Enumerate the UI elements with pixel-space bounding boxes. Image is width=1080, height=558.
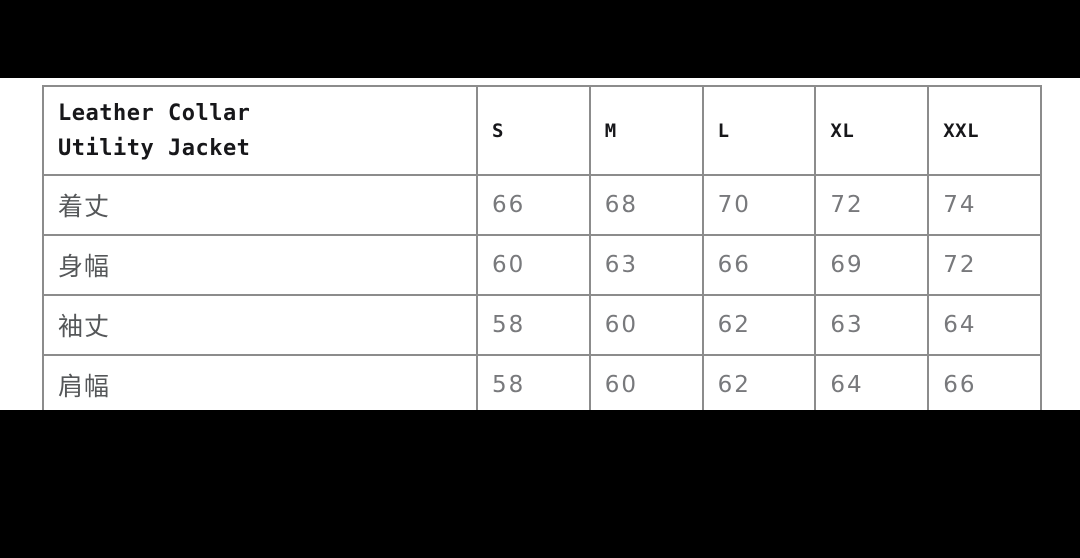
cell-length-m: 68	[588, 174, 704, 236]
table-row: 身幅 60 63 66 69 72	[42, 234, 1042, 296]
table-row: 袖丈 58 60 62 63 64	[42, 294, 1042, 356]
product-title-line-1: Leather Collar	[58, 100, 251, 126]
row-label-shoulder: 肩幅	[42, 354, 478, 416]
product-title-cell: Leather Collar Utility Jacket	[42, 85, 478, 176]
cell-shoulder-xl: 64	[814, 354, 930, 416]
cell-width-s: 60	[476, 234, 591, 296]
cell-length-xxl: 74	[927, 174, 1042, 236]
cell-shoulder-s: 58	[476, 354, 591, 416]
cell-shoulder-m: 60	[588, 354, 704, 416]
cell-sleeve-s: 58	[476, 294, 591, 356]
size-header-l: L	[701, 85, 817, 176]
cell-width-m: 63	[588, 234, 704, 296]
table-row: 着丈 66 68 70 72 74	[42, 174, 1042, 236]
cell-sleeve-xl: 63	[814, 294, 930, 356]
cell-shoulder-xxl: 66	[927, 354, 1042, 416]
size-header-xl: XL	[814, 85, 930, 176]
row-label-width: 身幅	[42, 234, 478, 296]
table-header-row: Leather Collar Utility Jacket S M L XL X…	[42, 85, 1042, 176]
cell-shoulder-l: 62	[701, 354, 817, 416]
table-row: 肩幅 58 60 62 64 66	[42, 354, 1042, 416]
size-chart-table: Leather Collar Utility Jacket S M L XL X…	[42, 85, 1042, 416]
cell-width-xxl: 72	[927, 234, 1042, 296]
row-label-length: 着丈	[42, 174, 478, 236]
row-label-sleeve: 袖丈	[42, 294, 478, 356]
size-header-xxl: XXL	[927, 85, 1042, 176]
letterbox-bar-bottom	[0, 410, 1080, 558]
cell-width-l: 66	[701, 234, 817, 296]
cell-length-xl: 72	[814, 174, 930, 236]
size-header-m: M	[588, 85, 704, 176]
size-header-s: S	[476, 85, 591, 176]
cell-width-xl: 69	[814, 234, 930, 296]
letterbox-bar-top	[0, 0, 1080, 78]
cell-sleeve-m: 60	[588, 294, 704, 356]
cell-length-s: 66	[476, 174, 591, 236]
cell-length-l: 70	[701, 174, 817, 236]
cell-sleeve-l: 62	[701, 294, 817, 356]
product-title-line-2: Utility Jacket	[58, 135, 251, 161]
cell-sleeve-xxl: 64	[927, 294, 1042, 356]
